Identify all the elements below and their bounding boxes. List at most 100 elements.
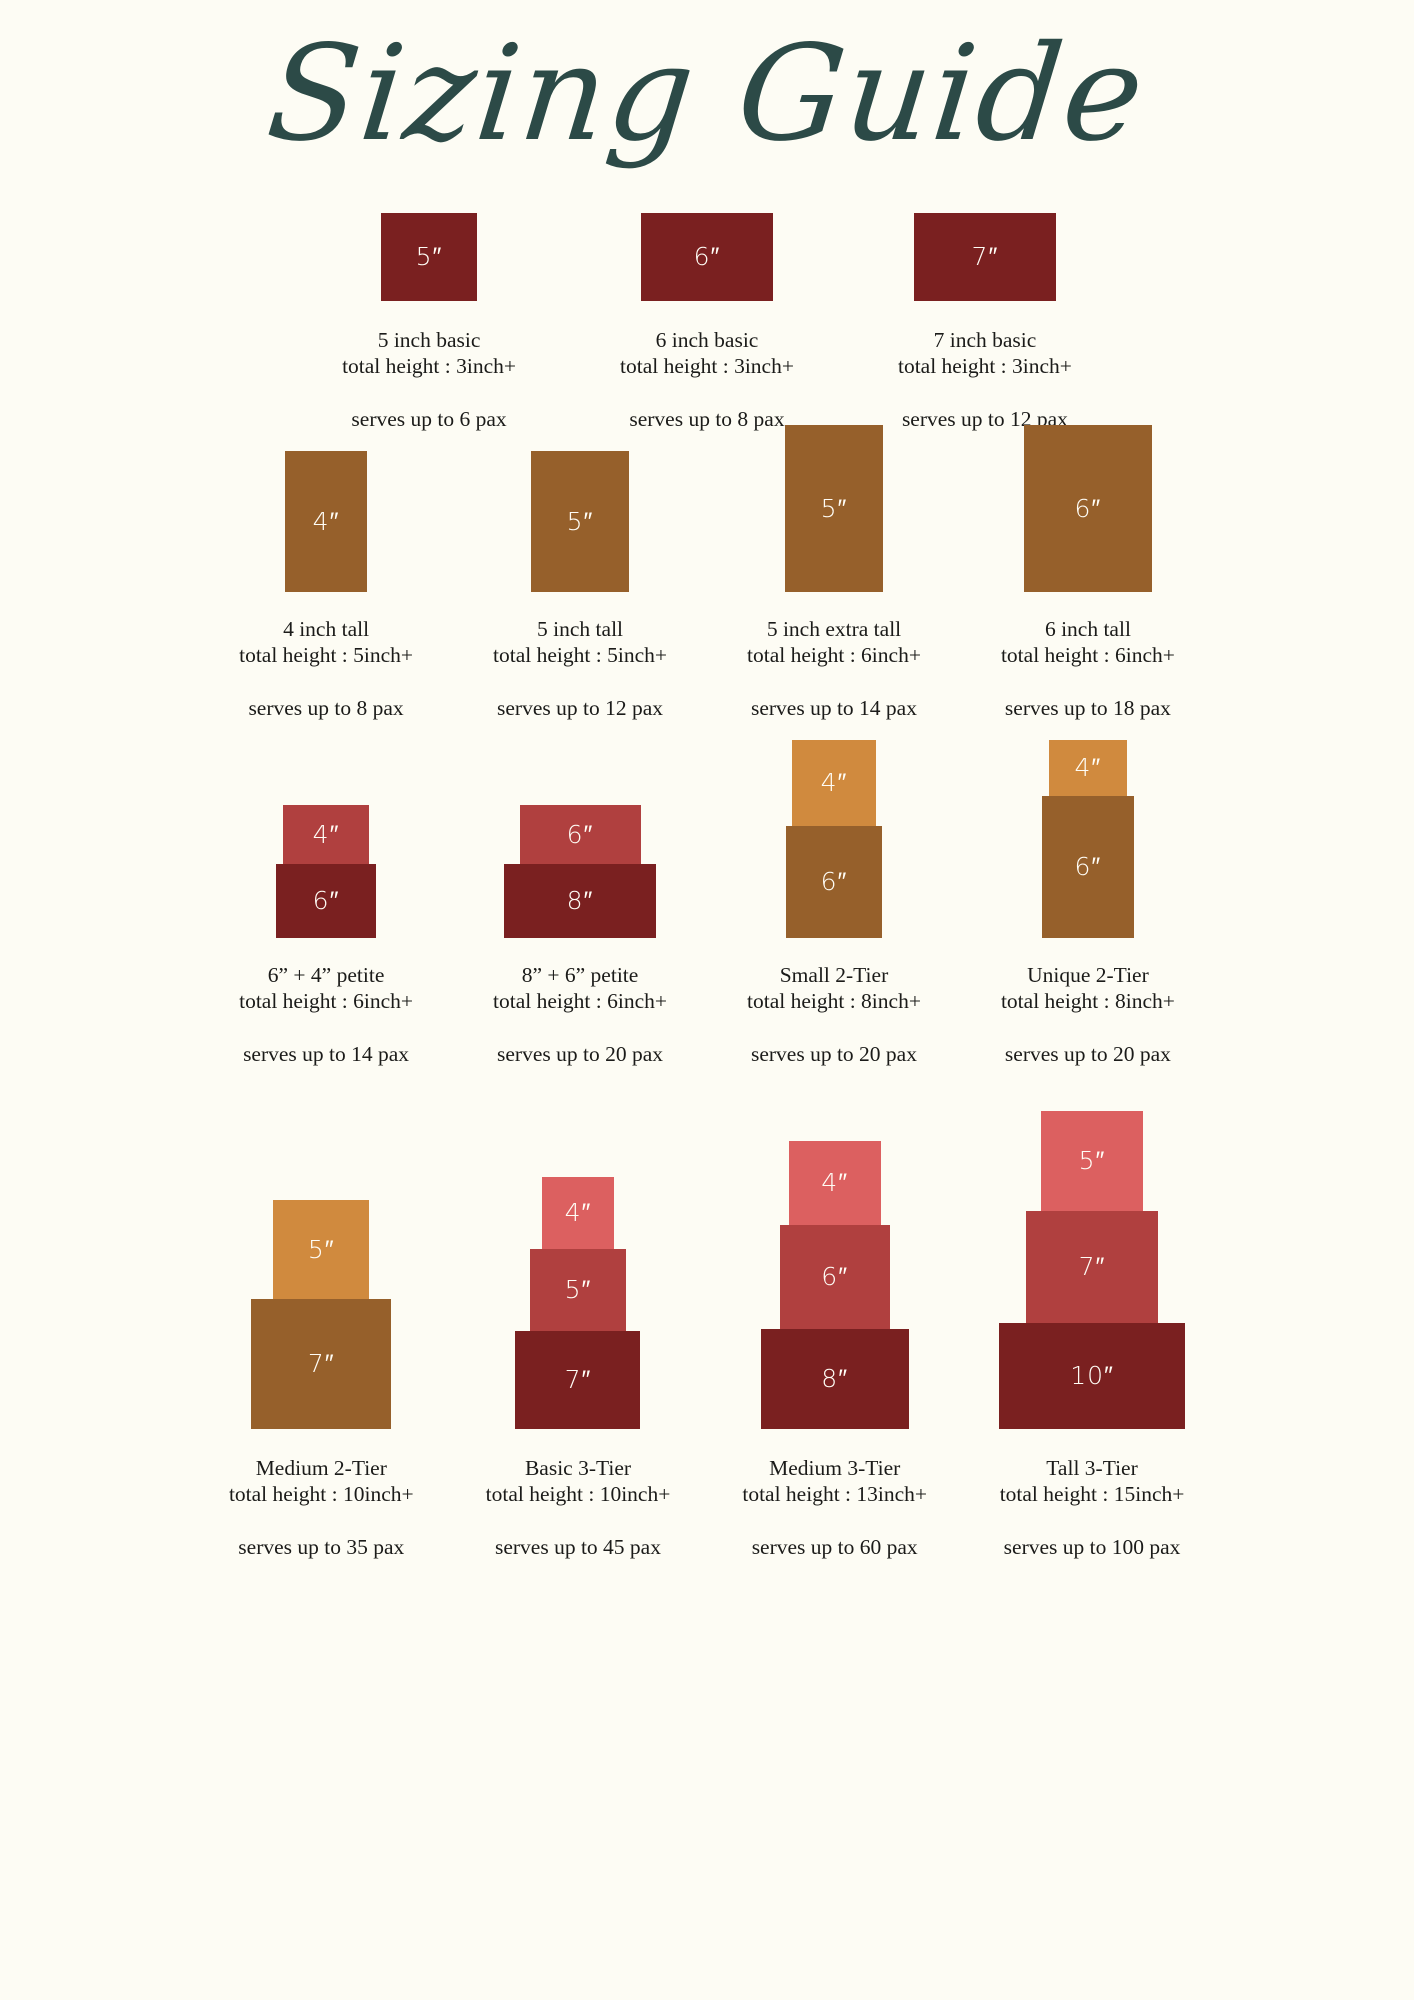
tier-size-label: 6″ [566, 819, 594, 849]
cake-caption: Small 2-Tier total height : 8inch+ [747, 962, 921, 1014]
cake-tier: 4″ [285, 451, 368, 592]
cake-name: 4 inch tall [283, 617, 370, 641]
cake-diagram: 5″ 7″ 10″ [999, 1111, 1186, 1429]
cake-caption: 8” + 6” petite total height : 6inch+ [493, 962, 667, 1014]
cake-tier: 6″ [1023, 425, 1152, 592]
cake-total-height: total height : 3inch+ [342, 354, 517, 379]
cake-serves: serves up to 35 pax [238, 1535, 405, 1560]
cake-tier: 6″ [640, 213, 773, 301]
cake-name: 6 inch basic [655, 328, 759, 352]
cake-option: 5″ 5 inch basic total height : 3inch+ serve… [342, 213, 516, 432]
cake-serves: serves up to 18 pax [1004, 696, 1171, 721]
cake-diagram: 6″ [640, 213, 773, 301]
cake-serves: serves up to 45 pax [494, 1535, 661, 1560]
page-title-wrapper: Sizing Guide [0, 17, 1414, 171]
cake-name: Small 2-Tier [779, 963, 889, 987]
cake-caption: Unique 2-Tier total height : 8inch+ [1001, 962, 1175, 1014]
tier-size-label: 7″ [564, 1365, 592, 1394]
cake-tier: 5″ [381, 213, 478, 301]
cake-tier: 5″ [529, 1249, 626, 1331]
cake-diagram: 5″ [381, 213, 478, 301]
row-two-tier-cakes: 4″ 6″ 6” + 4” petite total height : 6inch+ s… [0, 725, 1414, 1067]
cake-name: 5 inch extra tall [766, 617, 902, 641]
cake-serves: serves up to 14 pax [243, 1042, 410, 1067]
cake-serves: serves up to 6 pax [351, 407, 507, 432]
cake-total-height: total height : 5inch+ [239, 643, 414, 668]
cake-caption: 5 inch basic total height : 3inch+ [342, 327, 516, 379]
tier-size-label: 7″ [1078, 1252, 1106, 1281]
row-basic-cakes: 5″ 5 inch basic total height : 3inch+ serve… [0, 213, 1414, 432]
cake-tier: 8″ [760, 1329, 909, 1429]
cake-option: 6″ 6 inch basic total height : 3inch+ serve… [620, 213, 794, 432]
cake-caption: 6” + 4” petite total height : 6inch+ [239, 962, 413, 1014]
cake-diagram: 4″ 6″ [1041, 740, 1134, 938]
cake-tier: 7″ [515, 1331, 641, 1429]
cake-tier: 4″ [1048, 740, 1127, 796]
cake-option: 6″ 6 inch tall total height : 6inch+ serves… [1001, 425, 1175, 721]
tier-size-label: 6″ [312, 886, 340, 915]
cake-option: 5″ 7″ 10″ Tall 3-Tier total height : 15inch+… [999, 1111, 1186, 1560]
cake-tier: 6″ [785, 826, 882, 938]
cake-caption: Tall 3-Tier total height : 15inch+ [1000, 1455, 1185, 1507]
cake-total-height: total height : 6inch+ [493, 989, 667, 1014]
cake-name: 6” + 4” petite [267, 963, 385, 987]
cake-serves: serves up to 14 pax [750, 696, 917, 721]
tier-size-label: 5″ [820, 493, 848, 523]
tier-size-label: 5″ [415, 242, 443, 271]
cake-serves: serves up to 20 pax [497, 1042, 664, 1067]
cake-tier: 7″ [913, 213, 1056, 301]
cake-tier: 6″ [779, 1225, 890, 1329]
cake-diagram: 6″ [1023, 425, 1152, 592]
cake-option: 5″ 5 inch extra tall total height : 6inch+… [747, 425, 921, 721]
tier-size-label: 4″ [564, 1198, 592, 1227]
cake-serves: serves up to 12 pax [497, 696, 664, 721]
cake-caption: Medium 2-Tier total height : 10inch+ [229, 1455, 414, 1507]
cake-tier: 7″ [251, 1299, 392, 1429]
cake-option: 6″ 8″ 8” + 6” petite total height : 6inch+ s… [493, 725, 667, 1067]
cake-tier: 6″ [519, 805, 641, 864]
cake-option: 4″ 6″ 6” + 4” petite total height : 6inch+ s… [239, 725, 413, 1067]
cake-serves: serves up to 20 pax [750, 1042, 917, 1067]
tier-size-label: 4″ [820, 768, 848, 797]
cake-diagram: 4″ 6″ 8″ [760, 1141, 909, 1429]
cake-caption: Basic 3-Tier total height : 10inch+ [486, 1455, 671, 1507]
cake-total-height: total height : 10inch+ [228, 1482, 414, 1507]
cake-name: Basic 3-Tier [524, 1456, 632, 1480]
cake-serves: serves up to 8 pax [629, 407, 785, 432]
cake-serves: serves up to 100 pax [1003, 1535, 1181, 1560]
cake-total-height: total height : 8inch+ [747, 989, 921, 1014]
cake-caption: Medium 3-Tier total height : 13inch+ [742, 1455, 927, 1507]
cake-total-height: total height : 6inch+ [239, 989, 414, 1014]
cake-caption: 6 inch basic total height : 3inch+ [620, 327, 794, 379]
tier-size-label: 5″ [564, 1275, 592, 1304]
tier-size-label: 4″ [312, 506, 340, 536]
cake-caption: 5 inch extra tall total height : 6inch+ [747, 616, 921, 668]
cake-diagram: 4″ [285, 451, 368, 592]
cake-total-height: total height : 6inch+ [747, 643, 921, 668]
tier-size-label: 5″ [1078, 1146, 1106, 1175]
tier-size-label: 8″ [821, 1364, 849, 1393]
cake-total-height: total height : 13inch+ [742, 1482, 928, 1507]
cake-option: 4″ 6″ Unique 2-Tier total height : 8inch+ se… [1001, 740, 1175, 1067]
cake-name: Medium 2-Tier [255, 1456, 387, 1480]
tier-size-label: 6″ [821, 1262, 849, 1291]
cake-diagram: 4″ 6″ [276, 805, 377, 938]
tier-size-label: 6″ [820, 867, 848, 896]
cake-option: 7″ 7 inch basic total height : 3inch+ serve… [898, 213, 1072, 432]
tier-size-label: 7″ [307, 1349, 335, 1378]
cake-name: 6 inch tall [1044, 617, 1131, 641]
cake-diagram: 5″ [784, 425, 883, 592]
cake-total-height: total height : 5inch+ [493, 643, 667, 668]
cake-name: 7 inch basic [933, 328, 1037, 352]
cake-tier: 10″ [999, 1323, 1186, 1429]
cake-total-height: total height : 15inch+ [999, 1482, 1185, 1507]
cake-tier: 5″ [1041, 1111, 1144, 1211]
cake-serves: serves up to 20 pax [1004, 1042, 1171, 1067]
cake-name: 8” + 6” petite [521, 963, 639, 987]
cake-total-height: total height : 3inch+ [620, 354, 794, 379]
cake-caption: 5 inch tall total height : 5inch+ [493, 616, 667, 668]
tier-size-label: 4″ [312, 819, 340, 849]
cake-tier: 6″ [276, 864, 377, 938]
cake-name: 5 inch tall [537, 617, 624, 641]
